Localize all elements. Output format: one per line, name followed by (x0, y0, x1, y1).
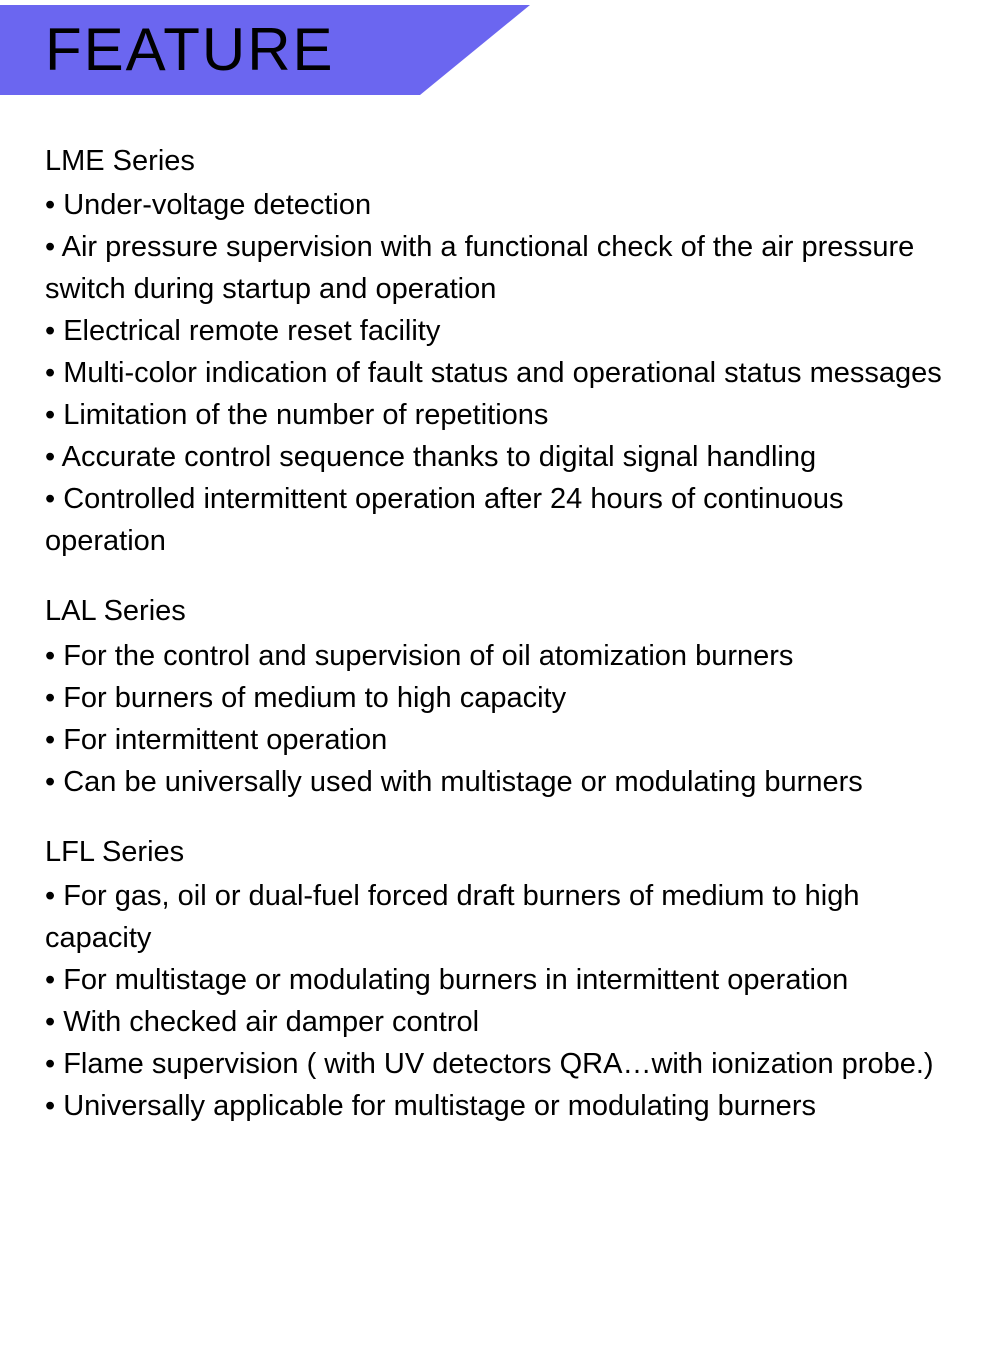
bullet-text: Universally applicable for multistage or… (63, 1090, 816, 1122)
bullet-item: • With checked air damper control (45, 1001, 955, 1043)
bullet-text: Can be universally used with multistage … (63, 766, 863, 798)
bullet-item: • Electrical remote reset facility (45, 310, 955, 352)
bullet-text: For multistage or modulating burners in … (63, 964, 848, 996)
bullet-item: • For multistage or modulating burners i… (45, 959, 955, 1001)
section-title: LFL Series (45, 831, 955, 873)
bullet-item: • For intermittent operation (45, 719, 955, 761)
bullet-item: • Accurate control sequence thanks to di… (45, 436, 955, 478)
content-area: LME Series • Under-voltage detection • A… (0, 95, 1000, 1127)
bullet-item: • Under-voltage detection (45, 184, 955, 226)
bullet-text: Under-voltage detection (63, 189, 371, 221)
bullet-item: • Universally applicable for multistage … (45, 1085, 955, 1127)
bullet-text: For gas, oil or dual-fuel forced draft b… (45, 880, 860, 954)
bullet-item: • For gas, oil or dual-fuel forced draft… (45, 875, 955, 959)
bullet-text: Controlled intermittent operation after … (45, 483, 843, 557)
bullet-item: • Can be universally used with multistag… (45, 761, 955, 803)
bullet-item: • For burners of medium to high capacity (45, 677, 955, 719)
section-title: LAL Series (45, 590, 955, 632)
bullet-text: Multi-color indication of fault status a… (63, 357, 942, 389)
bullet-item: • Limitation of the number of repetition… (45, 394, 955, 436)
bullet-text: Flame supervision ( with UV detectors QR… (63, 1048, 933, 1080)
section-lal: LAL Series • For the control and supervi… (45, 590, 955, 802)
bullet-item: • For the control and supervision of oil… (45, 635, 955, 677)
bullet-text: Electrical remote reset facility (63, 315, 440, 347)
bullet-text: For the control and supervision of oil a… (63, 640, 793, 672)
section-lme: LME Series • Under-voltage detection • A… (45, 140, 955, 562)
bullet-item: • Controlled intermittent operation afte… (45, 478, 955, 562)
bullet-text: Air pressure supervision with a function… (45, 231, 914, 305)
feature-banner: FEATURE (0, 5, 530, 95)
section-lfl: LFL Series • For gas, oil or dual-fuel f… (45, 831, 955, 1127)
bullet-item: • Air pressure supervision with a functi… (45, 226, 955, 310)
bullet-item: • Multi-color indication of fault status… (45, 352, 955, 394)
bullet-text: For intermittent operation (63, 724, 387, 756)
bullet-text: Limitation of the number of repetitions (63, 399, 548, 431)
bullet-item: • Flame supervision ( with UV detectors … (45, 1043, 955, 1085)
bullet-text: With checked air damper control (63, 1006, 479, 1038)
banner-title: FEATURE (0, 5, 530, 95)
bullet-text: Accurate control sequence thanks to digi… (62, 441, 816, 473)
bullet-text: For burners of medium to high capacity (63, 682, 566, 714)
section-title: LME Series (45, 140, 955, 182)
